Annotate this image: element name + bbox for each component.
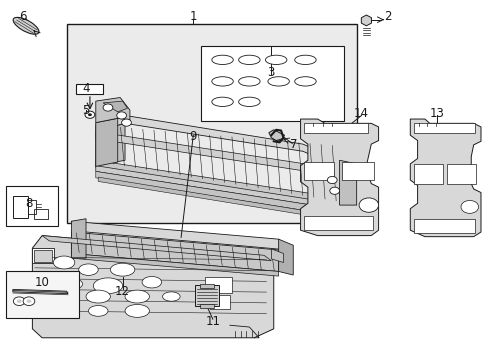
Bar bbox=[34, 209, 48, 219]
Circle shape bbox=[26, 300, 31, 303]
Ellipse shape bbox=[211, 97, 233, 107]
Polygon shape bbox=[339, 160, 356, 205]
Circle shape bbox=[329, 187, 339, 194]
Bar bbox=[304, 162, 333, 180]
Text: 5: 5 bbox=[82, 104, 89, 117]
Bar bbox=[76, 84, 103, 94]
Text: 13: 13 bbox=[429, 107, 444, 120]
Text: 11: 11 bbox=[205, 315, 220, 328]
Bar bbox=[341, 162, 373, 180]
Bar bbox=[210, 295, 229, 309]
Polygon shape bbox=[271, 249, 283, 262]
Bar bbox=[5, 271, 79, 318]
Polygon shape bbox=[71, 221, 288, 250]
Ellipse shape bbox=[53, 256, 75, 269]
Ellipse shape bbox=[79, 264, 98, 275]
Polygon shape bbox=[409, 119, 480, 237]
Bar bbox=[413, 164, 443, 184]
Bar bbox=[205, 277, 232, 293]
Polygon shape bbox=[32, 248, 54, 263]
Polygon shape bbox=[32, 235, 273, 338]
Circle shape bbox=[17, 300, 21, 303]
Circle shape bbox=[23, 297, 35, 306]
Ellipse shape bbox=[265, 55, 286, 64]
Bar bbox=[13, 196, 27, 218]
Circle shape bbox=[117, 112, 126, 119]
Polygon shape bbox=[96, 116, 339, 167]
Bar bbox=[304, 216, 372, 230]
Text: 10: 10 bbox=[35, 276, 49, 289]
Polygon shape bbox=[96, 132, 339, 176]
Polygon shape bbox=[361, 15, 371, 26]
Polygon shape bbox=[71, 232, 278, 271]
Bar bbox=[413, 220, 474, 233]
Text: 7: 7 bbox=[289, 138, 296, 150]
Polygon shape bbox=[278, 239, 293, 275]
Bar bbox=[199, 284, 214, 288]
Ellipse shape bbox=[238, 77, 260, 86]
Bar bbox=[446, 164, 475, 184]
Text: 14: 14 bbox=[353, 107, 368, 120]
Polygon shape bbox=[96, 160, 339, 205]
Bar bbox=[199, 305, 214, 308]
Circle shape bbox=[88, 113, 92, 116]
Polygon shape bbox=[42, 235, 271, 261]
Bar bbox=[194, 285, 219, 306]
Text: 1: 1 bbox=[189, 10, 197, 23]
Ellipse shape bbox=[86, 290, 110, 303]
Ellipse shape bbox=[125, 290, 149, 303]
Circle shape bbox=[122, 119, 131, 126]
Circle shape bbox=[85, 111, 95, 118]
Ellipse shape bbox=[65, 279, 82, 289]
Polygon shape bbox=[96, 118, 118, 166]
Bar bbox=[34, 249, 52, 262]
Text: 12: 12 bbox=[115, 285, 130, 298]
Ellipse shape bbox=[211, 77, 233, 86]
Ellipse shape bbox=[162, 292, 180, 301]
Ellipse shape bbox=[13, 17, 39, 34]
Ellipse shape bbox=[110, 263, 135, 276]
Ellipse shape bbox=[125, 305, 149, 318]
Circle shape bbox=[460, 201, 478, 213]
Text: 2: 2 bbox=[384, 10, 391, 23]
Text: 9: 9 bbox=[189, 130, 197, 144]
Ellipse shape bbox=[238, 55, 260, 64]
Text: 3: 3 bbox=[267, 66, 274, 79]
Ellipse shape bbox=[211, 55, 233, 64]
Bar bbox=[66, 24, 356, 223]
Polygon shape bbox=[13, 289, 68, 294]
Polygon shape bbox=[103, 101, 127, 112]
Circle shape bbox=[13, 297, 25, 306]
Circle shape bbox=[327, 176, 336, 184]
Circle shape bbox=[358, 198, 378, 212]
Polygon shape bbox=[71, 253, 278, 276]
Ellipse shape bbox=[93, 278, 122, 294]
Bar bbox=[5, 186, 58, 226]
Polygon shape bbox=[300, 119, 378, 235]
Polygon shape bbox=[268, 130, 284, 140]
Bar bbox=[304, 123, 367, 134]
Bar bbox=[413, 123, 474, 134]
Polygon shape bbox=[98, 177, 336, 220]
Text: 8: 8 bbox=[25, 197, 33, 210]
Ellipse shape bbox=[238, 97, 260, 107]
Ellipse shape bbox=[294, 55, 316, 64]
Bar bbox=[27, 200, 36, 214]
Polygon shape bbox=[96, 166, 339, 210]
Polygon shape bbox=[71, 219, 86, 258]
Ellipse shape bbox=[88, 306, 108, 316]
Ellipse shape bbox=[142, 276, 161, 288]
Bar bbox=[200, 45, 344, 121]
Text: 4: 4 bbox=[82, 82, 90, 95]
Circle shape bbox=[103, 104, 113, 111]
Polygon shape bbox=[96, 123, 125, 166]
Text: 6: 6 bbox=[19, 10, 26, 23]
Polygon shape bbox=[96, 98, 130, 123]
Ellipse shape bbox=[294, 77, 316, 86]
Ellipse shape bbox=[267, 77, 289, 86]
Polygon shape bbox=[96, 171, 339, 216]
